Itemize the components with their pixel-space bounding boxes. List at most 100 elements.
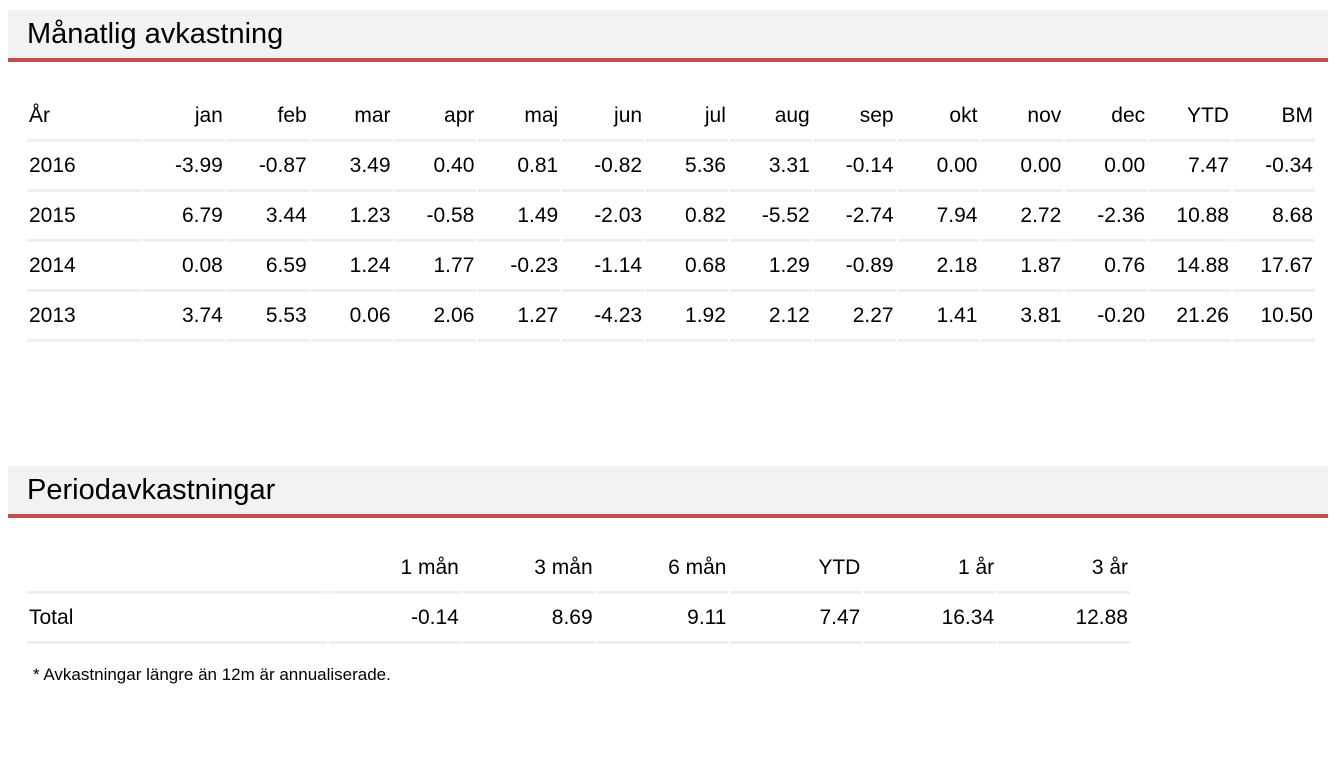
value-cell: -0.14	[329, 591, 461, 644]
header-row: 1 mån 3 mån 6 mån YTD 1 år 3 år	[27, 544, 1130, 591]
value-cell: 8.68	[1232, 189, 1315, 239]
column-header: maj	[524, 104, 559, 127]
value-cell: 7.94	[897, 189, 980, 239]
value-cell: 3.49	[310, 139, 393, 189]
column-header: jan	[194, 104, 223, 127]
column-header: YTD	[1186, 104, 1229, 127]
row-label: 2014	[27, 239, 141, 289]
column-header: 1 år	[957, 556, 995, 579]
table-row: 2014 0.08 6.59 1.24 1.77 -0.23 -1.14 0.68 1.29 -0…	[27, 239, 1315, 289]
value-cell: 1.29	[729, 239, 812, 289]
value-cell: -2.03	[562, 189, 645, 239]
value-cell: -0.14	[813, 139, 896, 189]
value-cell: 7.47	[1149, 139, 1231, 189]
column-header: dec	[1111, 104, 1146, 127]
value-cell: -3.99	[143, 139, 225, 189]
value-cell: 2.27	[813, 289, 896, 342]
value-cell: 3.44	[226, 189, 309, 239]
value-cell: 1.27	[478, 289, 561, 342]
row-label: Total	[27, 591, 327, 644]
table-row: 2016 -3.99 -0.87 3.49 0.40 0.81 -0.82 5.36 3.31-…	[27, 139, 1315, 189]
column-header: 3 år	[1091, 556, 1128, 579]
period-section-header-bar: Periodavkastningar	[8, 466, 1328, 518]
value-cell: 2.12	[729, 289, 812, 342]
value-cell: -0.34	[1232, 139, 1315, 189]
value-cell: 0.40	[394, 139, 477, 189]
value-cell: 1.87	[981, 239, 1064, 289]
row-label: 2016	[27, 139, 141, 189]
value-cell: 1.23	[310, 189, 393, 239]
value-cell: 8.69	[462, 591, 595, 644]
monthly-returns-table: År jan feb mar apr maj jun jul aug sep okt nov dec YT…	[25, 92, 1317, 342]
value-cell: -0.23	[478, 239, 561, 289]
column-header: okt	[949, 104, 978, 127]
column-header: jul	[704, 104, 726, 127]
value-cell: -0.87	[226, 139, 309, 189]
annualized-footnote: * Avkastningar längre än 12m är annualis…	[33, 665, 391, 684]
column-header: YTD	[818, 556, 861, 579]
monthly-returns-section: Månatlig avkastning År jan feb mar apr maj jun…	[8, 10, 1328, 342]
value-cell: 1.24	[310, 239, 393, 289]
value-cell: -4.23	[562, 289, 645, 342]
value-cell: -2.36	[1065, 189, 1148, 239]
monthly-section-header-bar: Månatlig avkastning	[8, 10, 1328, 62]
value-cell: 21.26	[1149, 289, 1231, 342]
column-header: sep	[859, 104, 894, 127]
table-row: Total -0.14 8.69 9.11 7.47 16.34 12.88	[27, 591, 1130, 644]
column-header: 3 mån	[534, 556, 593, 579]
value-cell: 6.59	[226, 239, 309, 289]
value-cell: 3.74	[143, 289, 225, 342]
value-cell: 0.00	[981, 139, 1064, 189]
column-header: apr	[444, 104, 475, 127]
value-cell: 3.31	[729, 139, 812, 189]
value-cell: 16.34	[864, 591, 997, 644]
value-cell: 5.53	[226, 289, 309, 342]
table-row: 2015 6.79 3.44 1.23 -0.58 1.49 -2.03 0.82 -5.52-…	[27, 189, 1315, 239]
column-header: mar	[354, 104, 391, 127]
monthly-section-title: Månatlig avkastning	[27, 18, 284, 50]
report-page: Månatlig avkastning År jan feb mar apr maj jun…	[8, 10, 1328, 685]
value-cell: 0.08	[143, 239, 225, 289]
column-header: nov	[1027, 104, 1062, 127]
value-cell: 12.88	[998, 591, 1130, 644]
value-cell: 0.00	[897, 139, 980, 189]
value-cell: -0.89	[813, 239, 896, 289]
value-cell: -0.82	[562, 139, 645, 189]
column-header: 6 mån	[668, 556, 727, 579]
value-cell: 5.36	[646, 139, 728, 189]
value-cell: -5.52	[729, 189, 812, 239]
value-cell: 17.67	[1232, 239, 1315, 289]
value-cell: 10.88	[1149, 189, 1231, 239]
value-cell: -0.58	[394, 189, 477, 239]
period-section-title: Periodavkastningar	[27, 474, 276, 506]
value-cell: 0.81	[478, 139, 561, 189]
column-header: BM	[1281, 104, 1314, 127]
value-cell: -0.20	[1065, 289, 1148, 342]
value-cell: 2.06	[394, 289, 477, 342]
period-returns-table: 1 mån 3 mån 6 mån YTD 1 år 3 år Total -0.14 8.69…	[25, 544, 1132, 644]
value-cell: 2.18	[897, 239, 980, 289]
value-cell: 1.77	[394, 239, 477, 289]
value-cell: -2.74	[813, 189, 896, 239]
value-cell: 9.11	[596, 591, 729, 644]
header-row: År jan feb mar apr maj jun jul aug sep okt nov dec YT…	[27, 92, 1315, 139]
value-cell: 10.50	[1232, 289, 1315, 342]
value-cell: 0.00	[1065, 139, 1148, 189]
column-header: År	[29, 104, 50, 127]
value-cell: 14.88	[1149, 239, 1231, 289]
value-cell: 2.72	[981, 189, 1064, 239]
value-cell: 1.41	[897, 289, 980, 342]
value-cell: -1.14	[562, 239, 645, 289]
column-header: 1 mån	[400, 556, 459, 579]
value-cell: 0.68	[646, 239, 728, 289]
value-cell: 3.81	[981, 289, 1064, 342]
column-header: jun	[614, 104, 643, 127]
period-returns-section: Periodavkastningar 1 mån 3 mån 6 mån YTD 1 å…	[8, 466, 1328, 685]
value-cell: 6.79	[143, 189, 225, 239]
value-cell: 0.76	[1065, 239, 1148, 289]
value-cell: 0.06	[310, 289, 393, 342]
column-header	[27, 544, 327, 591]
row-label: 2013	[27, 289, 141, 342]
row-label: 2015	[27, 189, 141, 239]
value-cell: 1.49	[478, 189, 561, 239]
